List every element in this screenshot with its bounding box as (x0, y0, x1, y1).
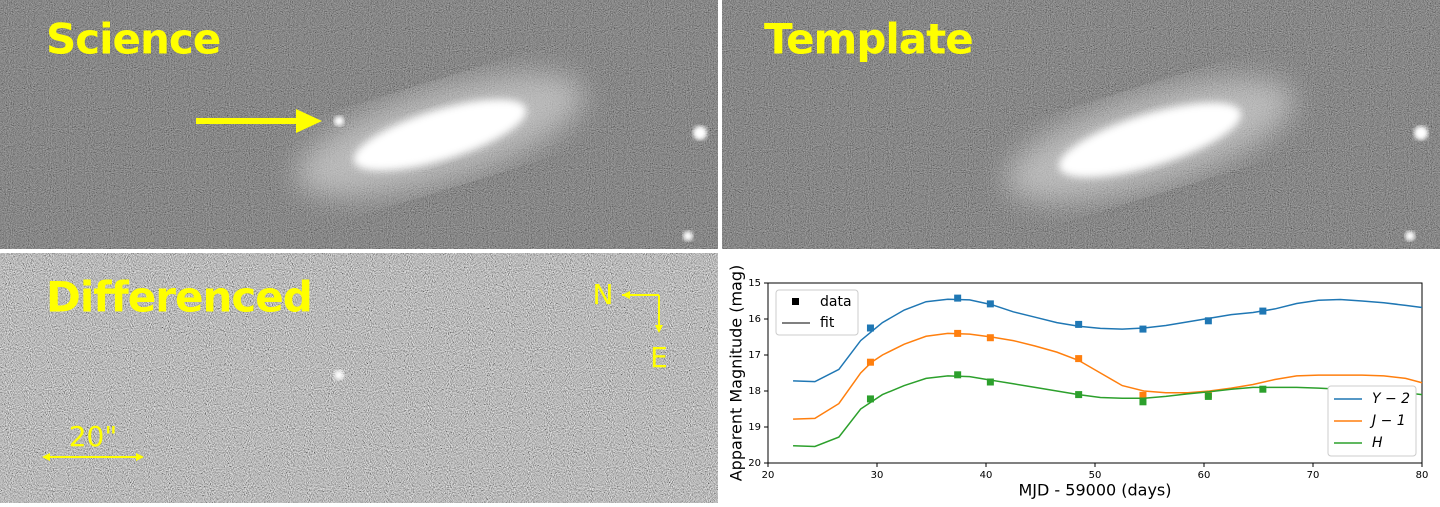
data-point (986, 300, 994, 308)
y-tick-label: 16 (748, 314, 761, 325)
scale-head (136, 453, 144, 461)
x-tick-label: 80 (1416, 470, 1429, 481)
sky-noise (0, 253, 718, 503)
data-point (954, 329, 962, 337)
data-point (954, 294, 962, 302)
data-point (1204, 317, 1212, 325)
data-point (986, 378, 994, 386)
scale-head (42, 453, 50, 461)
data-point (1259, 385, 1267, 393)
panel-label: Differenced (46, 273, 312, 322)
legend-label: H (1372, 435, 1383, 451)
x-tick-label: 70 (1307, 470, 1320, 481)
legend-label: Y − 2 (1372, 391, 1410, 407)
compass-label: E (650, 341, 668, 374)
x-tick-label: 60 (1198, 470, 1211, 481)
legend-label: fit (820, 315, 835, 331)
legend-label: data (820, 294, 852, 310)
difference-panel: Differenced N E 20" (0, 253, 718, 503)
data-point (1204, 392, 1212, 400)
arrow-head (296, 109, 322, 133)
panel-label: Science (46, 15, 220, 64)
compass-head (622, 291, 630, 299)
data-point (1139, 391, 1147, 399)
star (683, 231, 693, 241)
data-point (866, 395, 874, 403)
legend-marker (792, 298, 799, 305)
data-point (866, 324, 874, 332)
data-point (1139, 398, 1147, 406)
star (1414, 126, 1428, 140)
fit-line (793, 375, 1423, 448)
data-point (1075, 355, 1083, 363)
fit-line (793, 298, 1423, 383)
plot-area (767, 282, 1423, 464)
y-tick-label: 15 (748, 278, 761, 289)
data-point (1075, 391, 1083, 399)
science-panel: Science (0, 0, 718, 249)
y-tick-label: 17 (748, 350, 761, 361)
template-panel: Template (722, 0, 1440, 249)
data-point (1259, 307, 1267, 315)
scale-label: 20" (69, 420, 118, 453)
x-tick-label: 20 (762, 470, 775, 481)
y-tick-label: 18 (748, 386, 761, 397)
fit-line (793, 332, 1423, 420)
star (693, 126, 707, 140)
star (1405, 231, 1415, 241)
galaxy (295, 73, 585, 197)
supernova (334, 116, 344, 126)
data-point (1139, 325, 1147, 333)
y-tick-label: 20 (748, 458, 761, 469)
y-tick-label: 19 (748, 422, 761, 433)
y-axis-label: Apparent Magnitude (mag) (727, 265, 746, 482)
legend-box (1327, 385, 1417, 457)
x-tick-label: 30 (871, 470, 884, 481)
compass-label: N (593, 278, 614, 311)
panel-label: Template (764, 15, 973, 64)
x-tick-label: 50 (1089, 470, 1102, 481)
data-point (866, 358, 874, 366)
light-curve: MJD - 59000 (days) Apparent Magnitude (m… (727, 265, 1429, 500)
x-axis-label: MJD - 59000 (days) (1018, 481, 1171, 500)
supernova (334, 370, 344, 380)
x-tick-label: 40 (980, 470, 993, 481)
galaxy (1005, 78, 1295, 202)
compass-head (655, 325, 663, 333)
data-point (986, 334, 994, 342)
data-point (1075, 320, 1083, 328)
legend-label: J − 1 (1369, 413, 1406, 429)
data-point (954, 371, 962, 379)
